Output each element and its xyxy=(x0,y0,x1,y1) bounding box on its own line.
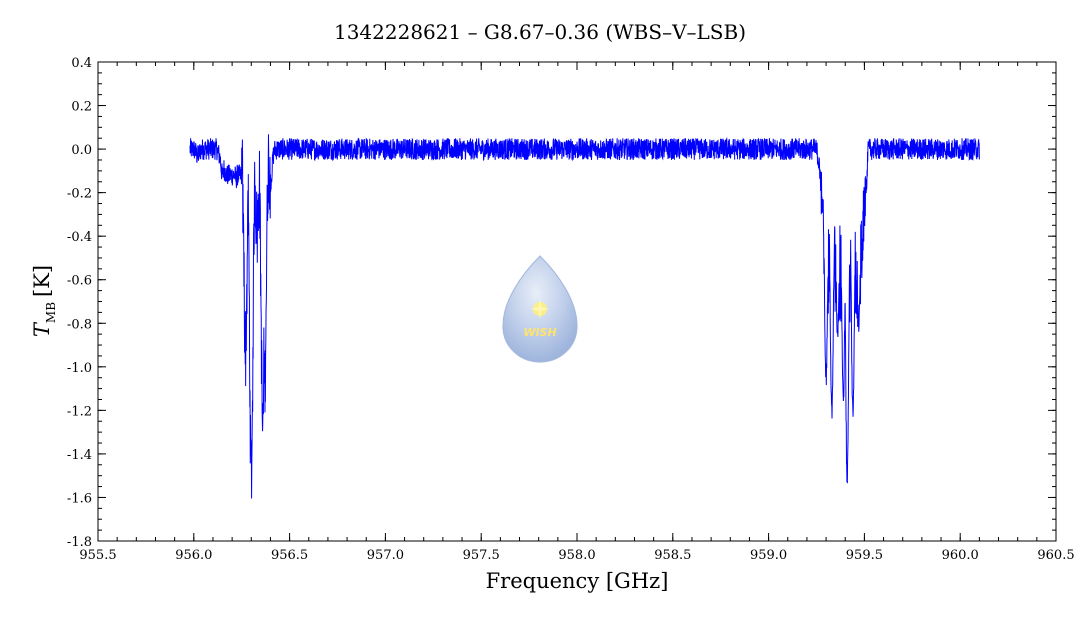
chart-title: 1342228621 – G8.67–0.36 (WBS–V–LSB) xyxy=(334,20,746,44)
x-axis-label: Frequency [GHz] xyxy=(486,569,669,593)
x-tick-label: 956.0 xyxy=(175,548,212,563)
y-axis-label-subscript: MB xyxy=(44,302,58,323)
y-axis-label: TMB [K] xyxy=(30,265,58,337)
x-tick-label: 959.0 xyxy=(750,548,787,563)
x-axis-tick-labels: 955.5 956.0 956.5 957.0 957.5 958.0 958.5 959.0… xyxy=(79,548,1074,563)
watermark-text: WISH xyxy=(523,326,556,339)
y-axis-label-unit: [K] xyxy=(30,265,54,297)
x-tick-label: 958.0 xyxy=(558,548,595,563)
y-tick-label: 0.4 xyxy=(71,56,92,71)
y-axis-ticks xyxy=(98,61,1056,542)
x-tick-label: 957.0 xyxy=(367,548,404,563)
y-axis-label-symbol: T xyxy=(30,321,54,337)
x-tick-label: 955.5 xyxy=(79,548,116,563)
y-tick-label: 0.2 xyxy=(71,100,92,115)
x-tick-label: 957.5 xyxy=(463,548,500,563)
svg-text:TMB[K]: TMB [K] xyxy=(30,265,58,337)
y-tick-label: -0.4 xyxy=(67,230,92,245)
y-tick-label: -0.8 xyxy=(67,317,92,332)
y-tick-label: -0.2 xyxy=(67,187,92,202)
y-axis-tick-labels: 0.4 0.2 0.0 -0.2 -0.4 -0.6 -0.8 -1.0 -1.2 -1.4 -1.… xyxy=(67,56,92,550)
y-tick-label: -1.2 xyxy=(67,404,92,419)
spectrum-line xyxy=(189,134,980,499)
x-tick-label: 958.5 xyxy=(654,548,691,563)
y-tick-label: 0.0 xyxy=(71,143,92,158)
x-tick-label: 959.5 xyxy=(846,548,883,563)
y-tick-label: -1.4 xyxy=(67,448,92,463)
y-tick-label: -1.6 xyxy=(67,491,92,506)
wish-watermark-logo: WISH xyxy=(502,255,578,363)
x-tick-label: 956.5 xyxy=(271,548,308,563)
y-tick-label: -0.6 xyxy=(67,274,92,289)
x-axis-ticks xyxy=(97,62,1057,541)
x-tick-label: 960.0 xyxy=(942,548,979,563)
y-tick-label: -1.0 xyxy=(67,361,92,376)
x-tick-label: 960.5 xyxy=(1037,548,1074,563)
y-tick-label: -1.8 xyxy=(67,535,92,550)
plot-frame xyxy=(97,61,1057,542)
